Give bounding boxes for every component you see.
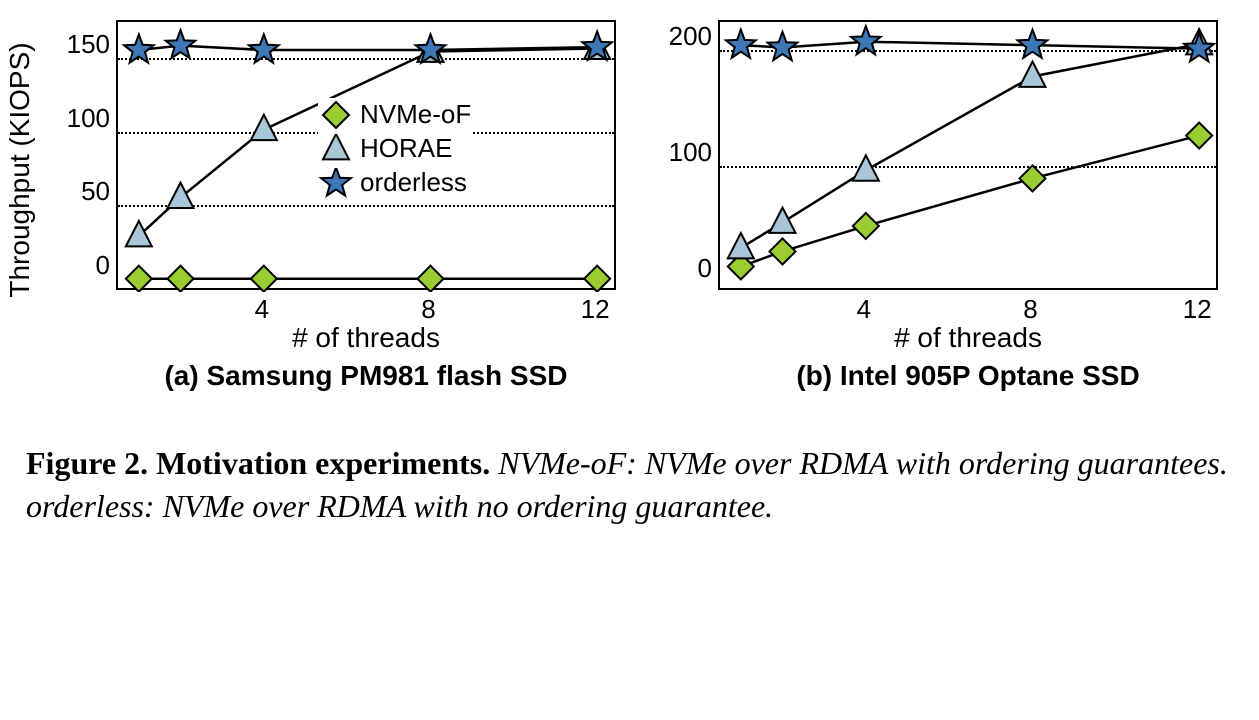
- figure-caption: Figure 2. Motivation experiments. NVMe-o…: [20, 442, 1235, 528]
- y-axis-ticks: 0100200: [656, 20, 718, 290]
- legend-item: orderless: [318, 166, 471, 200]
- diamond-icon: [323, 102, 349, 128]
- series-marker-orderless: [124, 34, 154, 62]
- series-marker-orderless: [851, 26, 881, 54]
- series-marker-nvmeof: [1186, 123, 1212, 149]
- series-marker-orderless: [768, 32, 798, 60]
- x-axis-label: # of threads: [292, 322, 440, 354]
- x-tick-label: 4: [857, 294, 871, 325]
- ylabel-column: Throughput (KIOPS): [20, 20, 54, 320]
- series-marker-nvmeof: [251, 266, 277, 292]
- series-marker-nvmeof: [168, 266, 194, 292]
- series-marker-nvmeof: [418, 266, 444, 292]
- series-line-orderless: [139, 46, 597, 50]
- charts-row: Throughput (KIOPS) 050100150 NVMe-oFHORAE…: [20, 20, 1235, 392]
- series-marker-orderless: [1184, 33, 1214, 61]
- triangle-icon: [323, 134, 349, 159]
- series-marker-nvmeof: [1020, 165, 1046, 191]
- series-marker-nvmeof: [853, 213, 879, 239]
- series-marker-orderless: [249, 34, 279, 62]
- series-marker-horae: [770, 208, 796, 233]
- panels-host: 050100150 NVMe-oFHORAEorderless 4 8 12 # of t…: [54, 20, 1218, 392]
- x-axis-ticks: 4 8 12: [116, 290, 616, 322]
- panel-subtitle: (b) Intel 905P Optane SSD: [796, 360, 1139, 392]
- series-marker-nvmeof: [126, 266, 152, 292]
- chart-svg: [720, 22, 1220, 292]
- caption-bold: Figure 2. Motivation experiments.: [26, 445, 490, 481]
- legend-item: HORAE: [318, 132, 471, 166]
- x-tick-label: 12: [1183, 294, 1212, 325]
- series-marker-orderless: [726, 30, 756, 58]
- series-marker-horae: [126, 221, 152, 246]
- series-marker-orderless: [166, 30, 196, 58]
- legend-label: orderless: [360, 167, 467, 198]
- legend: NVMe-oFHORAEorderless: [318, 98, 471, 200]
- chart-panel-b: 0100200 4 8 12 # of threads (b) Intel 905P Op…: [656, 20, 1218, 392]
- x-tick-label: 4: [255, 294, 269, 325]
- figure: Throughput (KIOPS) 050100150 NVMe-oFHORAE…: [20, 20, 1235, 528]
- star-icon: [321, 168, 351, 196]
- panel-subtitle: (a) Samsung PM981 flash SSD: [164, 360, 567, 392]
- series-line-nvmeof: [741, 136, 1199, 267]
- plot-area: [718, 20, 1218, 290]
- series-marker-nvmeof: [584, 266, 610, 292]
- y-axis-ticks: 050100150: [54, 20, 116, 290]
- x-tick-label: 12: [581, 294, 610, 325]
- x-tick-label: 8: [421, 294, 435, 325]
- series-line-horae: [741, 44, 1199, 248]
- legend-item: NVMe-oF: [318, 98, 471, 132]
- chart-panel-a: 050100150 NVMe-oFHORAEorderless 4 8 12 # of t…: [54, 20, 616, 392]
- plot-area: NVMe-oFHORAEorderless: [116, 20, 616, 290]
- series-marker-orderless: [1018, 30, 1048, 58]
- series-marker-horae: [728, 233, 754, 258]
- y-axis-label: Throughput (KIOPS): [4, 42, 36, 297]
- series-line-orderless: [741, 42, 1199, 49]
- x-tick-label: 8: [1023, 294, 1037, 325]
- legend-label: HORAE: [360, 133, 452, 164]
- series-marker-horae: [251, 115, 277, 140]
- series-marker-nvmeof: [770, 238, 796, 264]
- x-axis-ticks: 4 8 12: [718, 290, 1218, 322]
- series-marker-horae: [168, 183, 194, 208]
- legend-label: NVMe-oF: [360, 99, 471, 130]
- x-axis-label: # of threads: [894, 322, 1042, 354]
- series-marker-horae: [853, 155, 879, 180]
